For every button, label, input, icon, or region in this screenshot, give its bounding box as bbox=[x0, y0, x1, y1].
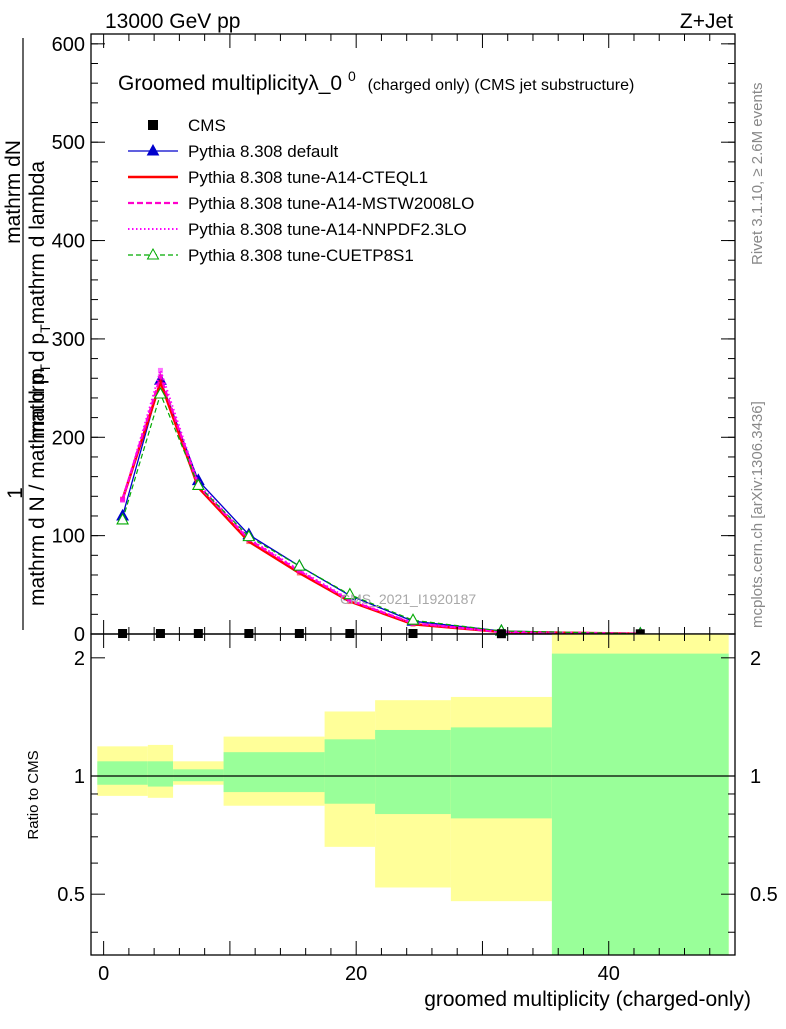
series-point bbox=[347, 597, 353, 603]
plot-title-sup: 0 bbox=[348, 68, 356, 84]
series-point bbox=[406, 613, 420, 625]
y-tick-label: 1 bbox=[74, 766, 85, 788]
main-axes: 0 100 200 300 400 500 600 bbox=[52, 33, 736, 646]
ratio-axes: 0.5 0.51 12 20 20 40 bbox=[57, 633, 778, 985]
watermark: CMS_2021_I1920187 bbox=[340, 591, 476, 607]
main-ylabel-denominator: mathrm d N / mathrm d pT bbox=[26, 364, 53, 606]
legend: CMS Pythia 8.308 default Pythia 8.308 tune… bbox=[128, 116, 474, 265]
series-point bbox=[157, 373, 163, 379]
y-tick-label: 500 bbox=[52, 132, 85, 154]
y-tick-label: 600 bbox=[52, 34, 85, 56]
legend-marker bbox=[146, 247, 160, 260]
ratio-inner-band bbox=[375, 729, 451, 815]
legend-label: CMS bbox=[188, 116, 226, 135]
series-point bbox=[343, 587, 357, 600]
main-ylabel-midline: mathrm d pTmathrm d lambda bbox=[26, 161, 53, 439]
series-point bbox=[157, 379, 163, 385]
y-tick-label-right: 2 bbox=[750, 648, 761, 670]
y-tick-label: 0 bbox=[74, 624, 85, 646]
ratio-inner-band bbox=[147, 761, 174, 787]
legend-label: Pythia 8.308 default bbox=[188, 142, 339, 161]
main-ylabel-mid-sub: T bbox=[37, 324, 53, 333]
x-tick-label: 20 bbox=[345, 963, 367, 985]
legend-label: Pythia 8.308 tune-A14-NNPDF2.3LO bbox=[188, 220, 467, 239]
y-tick-label: 0.5 bbox=[57, 884, 85, 906]
axes-frame bbox=[90, 633, 736, 956]
legend-label: Pythia 8.308 tune-A14-MSTW2008LO bbox=[188, 194, 474, 213]
series-point bbox=[120, 497, 126, 503]
y-tick-label: 200 bbox=[52, 427, 85, 449]
ratio-panel bbox=[91, 634, 735, 955]
main-ylabel-numerator: mathrm dN bbox=[2, 140, 25, 244]
series-point bbox=[191, 478, 205, 491]
ratio-ylabel: Ratio to CMS bbox=[25, 750, 42, 839]
main-ylabel-mid-tail: mathrm d lambda bbox=[26, 161, 49, 325]
series-point bbox=[157, 367, 163, 373]
legend-label: Pythia 8.308 tune-A14-CTEQL1 bbox=[188, 168, 428, 187]
y-tick-label: 300 bbox=[52, 329, 85, 351]
main-ylabel-one: 1 bbox=[4, 487, 27, 499]
x-tick-label: 40 bbox=[598, 963, 620, 985]
main-ylabel: 1 mathrm dN mathrm d pTmathrm d lambda m… bbox=[2, 38, 53, 630]
legend-marker-cms bbox=[148, 120, 158, 130]
ratio-inner-band bbox=[551, 653, 729, 955]
ratio-inner-band bbox=[173, 769, 224, 782]
plot-title-suffix: (charged only) (CMS jet substructure) bbox=[368, 77, 635, 94]
y-tick-label-right: 0.5 bbox=[750, 884, 778, 906]
y-tick-label: 400 bbox=[52, 231, 85, 253]
main-ylabel-mid: mathrm d p bbox=[26, 333, 49, 439]
legend-marker bbox=[146, 143, 160, 156]
legend-label: Pythia 8.308 tune-CUETP8S1 bbox=[188, 246, 414, 265]
series-line bbox=[121, 372, 641, 635]
plot-title: Groomed multiplicityλ_0 0 (charged only)… bbox=[118, 63, 634, 95]
x-tick-label: 0 bbox=[98, 963, 109, 985]
series-point bbox=[154, 386, 167, 399]
rivet-label: Rivet 3.1.10, ≥ 2.6M events bbox=[749, 83, 766, 266]
y-tick-label: 2 bbox=[74, 648, 85, 670]
series-point bbox=[292, 558, 306, 571]
ratio-inner-band bbox=[324, 739, 376, 804]
energy-label: 13000 GeV pp bbox=[105, 10, 240, 33]
y-tick-label: 100 bbox=[52, 526, 85, 548]
series-point bbox=[116, 512, 129, 525]
main-ylabel-den: mathrm d N / mathrm d p bbox=[26, 373, 49, 606]
x-axis-label: groomed multiplicity (charged-only) bbox=[424, 988, 751, 1011]
y-tick-label-right: 1 bbox=[750, 766, 761, 788]
mcplots-label: mcplots.cern.ch [arXiv:1306.3436] bbox=[749, 401, 766, 628]
process-label: Z+Jet bbox=[680, 10, 733, 33]
plot-title-main: Groomed multiplicityλ_0 bbox=[118, 72, 342, 95]
ratio-inner-band bbox=[97, 761, 148, 785]
main-ylabel-den-sub: T bbox=[37, 364, 53, 373]
ratio-inner-band bbox=[450, 727, 552, 819]
ratio-inner-band bbox=[223, 752, 325, 793]
series-point bbox=[242, 529, 256, 542]
